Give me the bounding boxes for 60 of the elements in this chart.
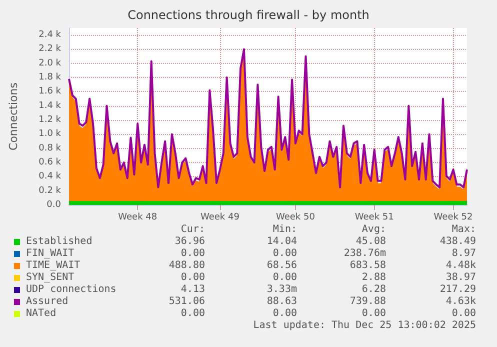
text: 438.49: [440, 236, 476, 247]
text: 3.33m: [266, 284, 297, 295]
x-tick-label: Week 52: [434, 212, 473, 222]
text: 38.97: [446, 272, 476, 283]
text: 0.00: [362, 308, 386, 319]
text: Avg:: [362, 224, 386, 235]
text: 2.88: [362, 272, 386, 283]
text: 488.80: [168, 260, 205, 271]
legend-label: Established: [26, 236, 92, 247]
text: 45.08: [356, 236, 386, 247]
legend-label: SYN_SENT: [26, 272, 74, 283]
text: 739.88: [350, 296, 386, 307]
legend-label: UDP connections: [26, 284, 116, 295]
text: 8.97: [452, 248, 476, 259]
text: 4.48k: [446, 260, 476, 271]
text: 0.00: [180, 248, 205, 259]
text: Cur:: [180, 224, 205, 235]
y-tick-label: 1.2 k: [38, 115, 62, 126]
text: 0.00: [180, 308, 205, 319]
y-tick-label: 0.0: [46, 200, 62, 210]
text: 68.56: [266, 260, 297, 271]
y-tick-label: 0.6 k: [38, 158, 62, 168]
y-tick-label: 2.0 k: [38, 58, 62, 68]
text: 531.06: [168, 296, 205, 307]
y-tick-label: 0.4 k: [38, 172, 62, 182]
text: Min:: [272, 224, 297, 235]
x-tick-label: Week 48: [118, 212, 158, 222]
x-tick-label: Week 50: [276, 212, 316, 222]
x-tick-label: Week 51: [354, 212, 394, 222]
text: 238.76m: [344, 248, 386, 259]
y-tick-label: 1.4 k: [38, 100, 62, 111]
legend-label: NATed: [26, 308, 56, 319]
text: 4.13: [180, 284, 205, 295]
text: 36.96: [174, 236, 205, 247]
legend-label: FIN_WAIT: [26, 248, 74, 259]
y-tick-label: 1.0 k: [38, 129, 62, 140]
legend-label: Assured: [26, 296, 68, 307]
text: 0.00: [180, 272, 205, 283]
y-tick-label: 1.8 k: [38, 72, 62, 83]
text: 217.29: [440, 284, 476, 295]
chart-title: Connections through firewall - by month: [128, 8, 370, 22]
y-axis-title: Connections: [7, 82, 20, 150]
text: Last update: Thu Dec 25 13:00:02 2025: [253, 320, 476, 331]
text: 0.00: [272, 272, 297, 283]
text: 683.58: [350, 260, 386, 271]
text: 0.00: [272, 248, 297, 259]
text: 0.00: [452, 308, 476, 319]
legend-label: TIME_WAIT: [26, 260, 80, 271]
y-tick-label: 0.2 k: [38, 186, 62, 196]
text: 4.63k: [446, 296, 476, 307]
y-tick-label: 1.6 k: [38, 86, 62, 97]
y-tick-label: 2.4 k: [38, 30, 62, 40]
text: 88.63: [266, 296, 297, 307]
x-tick-label: Week 49: [200, 212, 240, 222]
y-tick-label: 2.2 k: [38, 44, 62, 54]
text: Max:: [452, 224, 476, 235]
y-tick-label: 0.8 k: [38, 143, 62, 154]
text: 14.04: [266, 236, 297, 247]
text: 0.00: [272, 308, 297, 319]
text: 6.28: [362, 284, 386, 295]
